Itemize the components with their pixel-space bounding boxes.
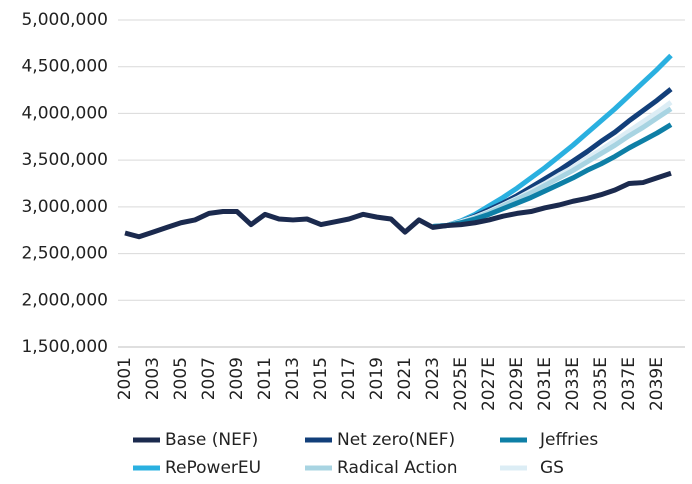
x-tick-label: 2037E [619, 357, 639, 411]
y-tick-label: 2,000,000 [21, 290, 108, 310]
y-tick-label: 4,500,000 [21, 57, 108, 77]
x-tick-label: 2027E [479, 357, 499, 411]
legend-label: Base (NEF) [165, 430, 258, 450]
axes: 1,500,000 2,000,000 2,500,000 3,000,000 3,50… [21, 10, 667, 411]
x-tick-label: 2019 [367, 357, 387, 400]
legend-label: GS [540, 458, 564, 478]
x-tick-label: 2021 [395, 357, 415, 400]
grid [118, 19, 685, 348]
x-tick-label: 2033E [563, 357, 583, 411]
legend-label: Radical Action [337, 458, 458, 478]
x-tick-label: 2005 [171, 357, 191, 400]
legend: Base (NEF) Net zero(NEF) Jeffries RePowerEU… [133, 430, 598, 478]
y-tick-label: 2,500,000 [21, 244, 108, 264]
x-tick-label: 2013 [283, 357, 303, 400]
plot [124, 53, 673, 240]
x-tick-label: 2009 [227, 357, 247, 400]
x-tick-label: 2011 [255, 357, 275, 400]
x-tick-label: 2017 [339, 357, 359, 400]
legend-label: RePowerEU [165, 458, 261, 478]
x-tick-label: 2007 [199, 357, 219, 400]
series-line [432, 122, 673, 229]
series-line [432, 53, 673, 229]
x-tick-label: 2023 [423, 357, 443, 400]
y-tick-label: 3,500,000 [21, 150, 108, 170]
x-tick-label: 2025E [451, 357, 471, 411]
x-tick-label: 2001 [115, 357, 135, 400]
y-tick-label: 5,000,000 [21, 10, 108, 30]
y-tick-label: 3,000,000 [21, 197, 108, 217]
y-tick-label: 4,000,000 [21, 103, 108, 123]
x-tick-label: 2031E [535, 357, 555, 411]
legend-label: Jeffries [539, 430, 598, 450]
legend-label: Net zero(NEF) [337, 430, 455, 450]
series-line [124, 170, 672, 240]
x-tick-label: 2035E [591, 357, 611, 411]
x-tick-label: 2003 [143, 357, 163, 400]
x-tick-label: 2015 [311, 357, 331, 400]
x-tick-label: 2039E [647, 357, 667, 411]
x-tick-label: 2029E [507, 357, 527, 411]
y-tick-label: 1,500,000 [21, 337, 108, 357]
